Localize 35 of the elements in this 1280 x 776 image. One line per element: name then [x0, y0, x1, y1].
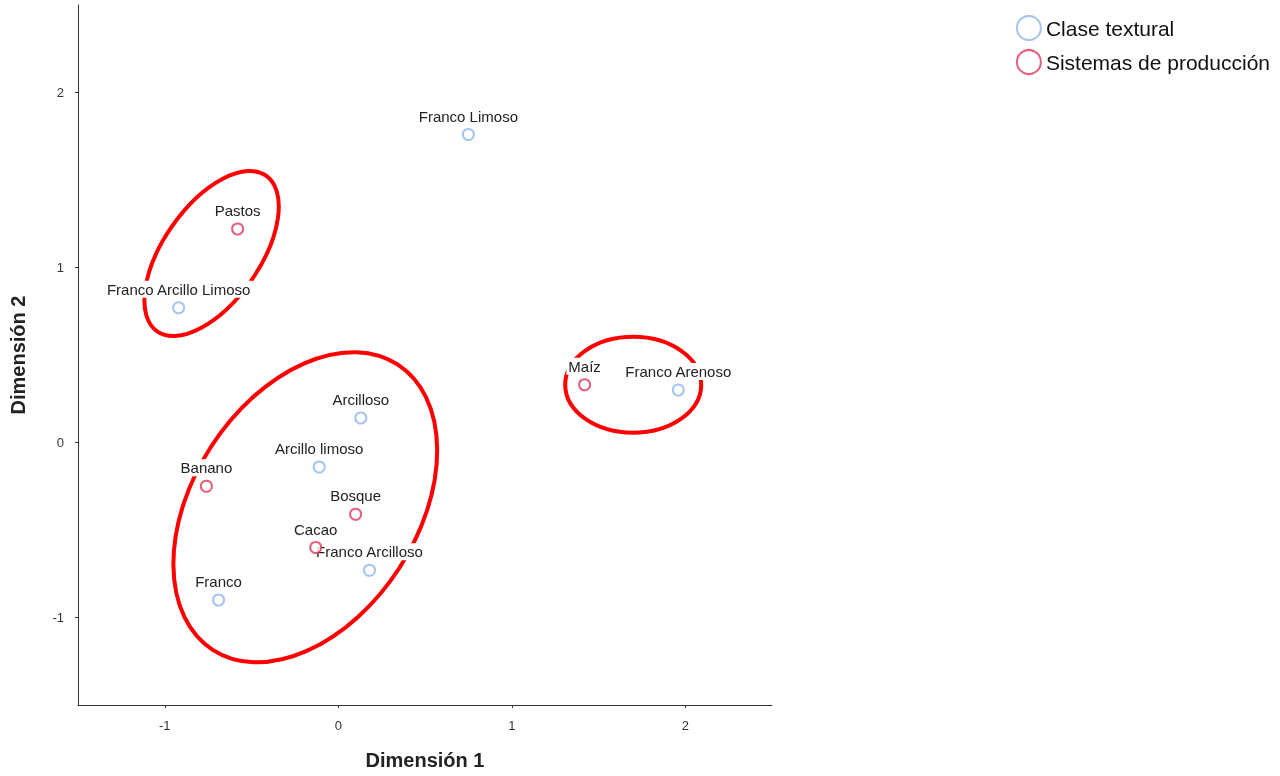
annotation: Franco Limoso [418, 107, 518, 125]
y-tick-label: 0 [56, 435, 64, 450]
point [578, 378, 592, 392]
x-tick-label: -1 [158, 718, 171, 733]
point [362, 563, 376, 577]
annotation: Franco Arenoso [625, 363, 732, 380]
annotation: Arcilloso [332, 391, 390, 408]
x-axis-title: Dimensión 1 [365, 749, 485, 771]
x-tick-label: 1 [508, 718, 516, 733]
y-tick-label: -1 [52, 610, 64, 625]
y-tick-label: 2 [56, 85, 64, 100]
annotation: Franco Arcillo Limoso [106, 280, 251, 298]
point [461, 128, 475, 141]
point [349, 507, 363, 521]
point [212, 593, 226, 607]
y-axis-title: Dimensión 2 [7, 295, 29, 415]
point [231, 222, 245, 236]
legend-label: Sistemas de producción [1045, 50, 1271, 74]
annotation: Banano [180, 459, 233, 477]
annotation: Pastos [214, 202, 261, 219]
annotation: Franco [195, 573, 242, 590]
annotation: Cacao [294, 520, 338, 538]
point [172, 301, 186, 315]
x-tick-label: 0 [334, 718, 342, 733]
point [354, 411, 368, 425]
annotation: Maíz [568, 357, 601, 375]
annotation: Bosque [330, 487, 382, 505]
x-tick-label: 2 [681, 718, 689, 733]
y-tick-label: 1 [56, 260, 64, 275]
point [199, 479, 213, 493]
legend-label: Clase textural [1045, 16, 1175, 40]
annotation: Arcillo limoso [274, 440, 364, 457]
annotation: Franco Arcilloso [316, 543, 423, 561]
point [671, 383, 685, 397]
point [312, 460, 326, 474]
